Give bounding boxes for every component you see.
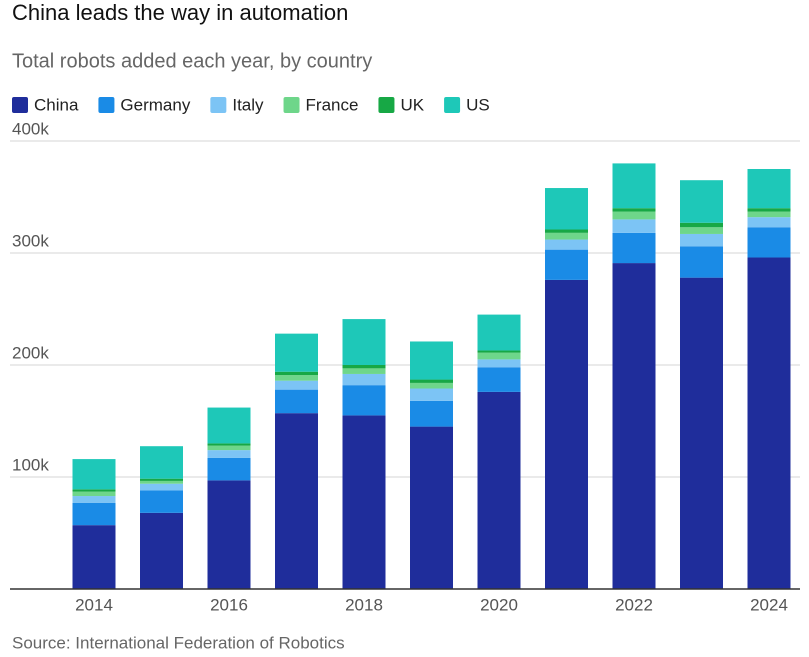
x-tick-label: 2020 [480,595,518,614]
x-tick-label: 2024 [750,595,788,614]
bar-segment [72,459,116,490]
bar-segment [410,388,453,401]
bar-segment [275,380,318,390]
bar-segment [680,233,723,247]
bar-segment [207,445,251,451]
bar-segment [410,382,453,389]
bar-segment [545,229,588,233]
bar-segment [747,227,791,258]
bar-segment [545,188,588,230]
bar-segment [477,352,521,360]
bar-segment [342,385,386,416]
bar-segment [545,249,588,280]
legend-swatch [12,97,28,113]
bar-segment [275,333,318,372]
bar-segment [612,211,656,220]
bar-segment [477,391,521,589]
bar-segment [342,368,386,374]
bar-segment [680,227,723,234]
legend-swatch [378,97,395,113]
bar-segment [545,232,588,240]
bar-segment [140,490,183,513]
bar-segment [275,389,318,414]
bar-segment [612,263,656,589]
bar-segment [680,277,723,589]
bar-segment [477,350,521,353]
bar-segment [477,359,521,368]
bar-segment [410,379,453,383]
bar-segment [72,502,116,526]
bar-segment [207,407,251,444]
bar-segment [747,257,791,589]
x-tick-label: 2022 [615,595,653,614]
bar-segment [207,450,251,458]
bar-segment [680,246,723,278]
bar-segment [275,371,318,376]
bar-segment [207,480,251,589]
bar-segment [140,446,183,479]
x-tick-label: 2016 [210,595,248,614]
bar-segment [680,180,723,223]
legend-label: Germany [120,95,190,114]
source: Source: International Federation of Robo… [12,633,345,652]
x-tick-label: 2018 [345,595,383,614]
bar-segment [207,457,251,481]
y-tick-label: 100k [12,455,49,474]
bar-segment [342,319,386,365]
y-tick-label: 400k [12,119,49,138]
legend-label: UK [400,95,424,114]
bar-segment [680,222,723,228]
bar-segment [477,314,521,351]
bar-segment [612,163,656,209]
bar-segment [140,480,183,484]
bar-segment [342,415,386,589]
chart-subtitle: Total robots added each year, by country [12,50,372,72]
chart-title: China leads the way in automation [12,0,348,25]
x-tick-label: 2014 [75,595,113,614]
bar-segment [410,400,453,427]
bar-segment [747,217,791,228]
legend-label: US [466,95,490,114]
legend-label: France [306,95,359,114]
bar-segment [207,443,251,446]
legend-label: China [34,95,79,114]
y-tick-label: 300k [12,231,49,250]
bar-segment [410,341,453,380]
bar-segment [612,208,656,212]
bar-segment [275,413,318,589]
bar-segment [747,211,791,218]
bar-segment [140,478,183,481]
legend-swatch [210,97,227,113]
bar-segment [72,489,116,492]
bar-segment [612,232,656,264]
bar-segment [140,512,183,589]
bar-segment [275,375,318,381]
bar-segment [545,239,588,250]
bar-segment [72,525,116,589]
bar-segment [342,365,386,369]
legend-swatch [444,97,461,113]
bar-segment [545,279,588,589]
bar-segment [72,491,116,497]
legend-swatch [283,97,300,113]
bar-segment [477,367,521,392]
bar-segment [140,483,183,491]
legend-label: Italy [232,95,264,114]
bar-segment [410,426,453,589]
bar-segment [747,169,791,209]
legend-swatch [98,97,115,113]
bar-segment [612,219,656,233]
bar-segment [342,373,386,386]
y-tick-label: 200k [12,343,49,362]
bar-segment [747,208,791,212]
bar-segment [72,496,116,503]
